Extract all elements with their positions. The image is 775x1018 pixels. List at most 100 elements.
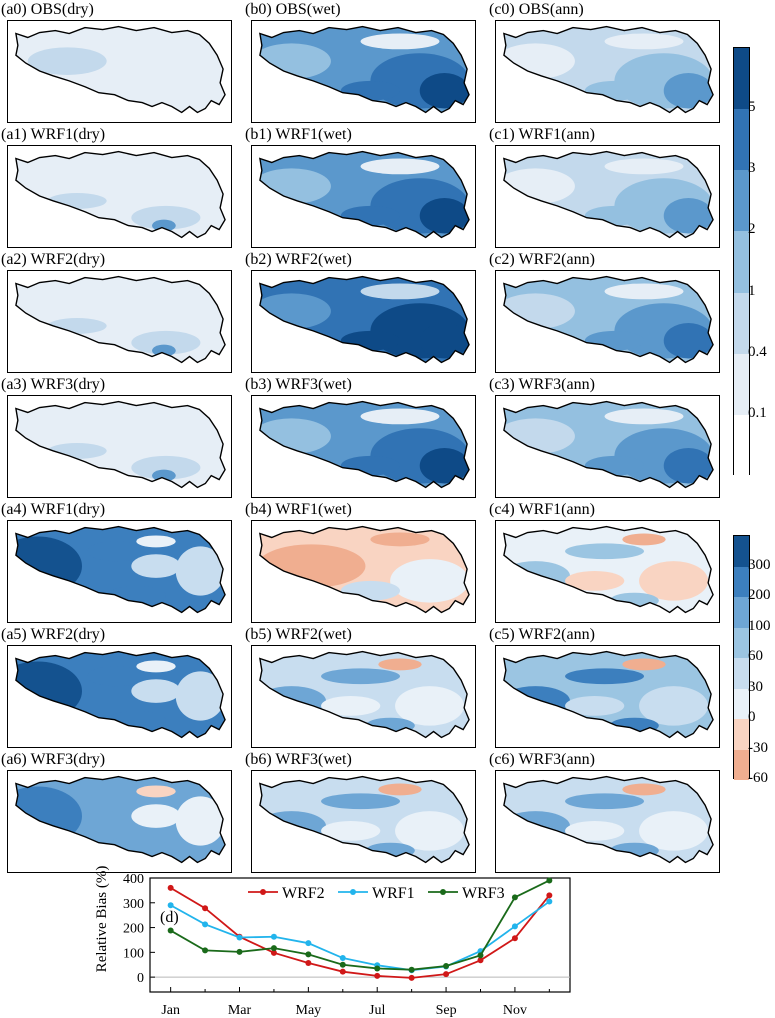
colorbar-segment	[734, 536, 749, 567]
data-point-wrf3	[408, 966, 415, 973]
data-point-wrf2	[546, 892, 553, 899]
data-point-wrf3	[305, 951, 312, 958]
colorbar-segment	[734, 597, 749, 628]
data-point-wrf3	[339, 961, 346, 968]
map-frame	[251, 770, 476, 873]
map-panel-title: (c0) OBS(ann)	[489, 1, 584, 18]
map-panel-title: (b0) OBS(wet)	[245, 1, 341, 18]
map-panel-title: (b2) WRF2(wet)	[245, 251, 352, 268]
map-frame	[495, 395, 720, 498]
map-panel: (b5) WRF2(wet)	[245, 627, 476, 750]
plateau-map	[259, 275, 470, 364]
map-frame	[495, 20, 720, 123]
map-panel-title: (a2) WRF2(dry)	[1, 251, 106, 268]
data-point-wrf2	[270, 949, 277, 956]
map-panel: (a3) WRF3(dry)	[1, 377, 232, 500]
map-panel-title: (b4) WRF1(wet)	[245, 501, 352, 518]
data-point-wrf3	[236, 948, 243, 955]
colorbar-segment	[734, 719, 749, 750]
map-frame	[7, 645, 232, 748]
x-tick-label: Nov	[503, 1003, 527, 1018]
map-panel: (a6) WRF3(dry)	[1, 752, 232, 875]
map-frame	[495, 520, 720, 623]
map-panel: (b6) WRF3(wet)	[245, 752, 476, 875]
map-panel-title: (a0) OBS(dry)	[1, 1, 94, 18]
map-panel-title: (b6) WRF3(wet)	[245, 751, 352, 768]
map-panel: (c5) WRF2(ann)	[489, 627, 720, 750]
data-point-wrf2	[305, 960, 312, 967]
colorbar-tick-label: 30	[748, 678, 763, 695]
map-frame	[7, 145, 232, 248]
data-point-wrf2	[477, 957, 484, 964]
map-panel: (b0) OBS(wet)	[245, 2, 476, 125]
data-point-wrf2	[511, 935, 518, 942]
plateau-map	[15, 400, 226, 489]
data-point-wrf1	[236, 934, 243, 941]
plateau-map	[259, 25, 470, 114]
colorbar-tick-label: 100	[748, 617, 771, 634]
colorbar-precipitation	[733, 47, 750, 476]
map-panel-title: (b1) WRF1(wet)	[245, 126, 352, 143]
map-frame	[495, 645, 720, 748]
legend-label: WRF2	[282, 885, 325, 902]
colorbar-tick-label: 3	[748, 160, 756, 177]
y-tick-label: 200	[123, 922, 144, 937]
plateau-map	[259, 775, 470, 864]
colorbar-segment	[734, 353, 749, 415]
map-panel: (b4) WRF1(wet)	[245, 502, 476, 625]
plateau-map	[15, 650, 226, 739]
plateau-map	[15, 525, 226, 614]
plateau-map	[259, 150, 470, 239]
map-panel: (c1) WRF1(ann)	[489, 127, 720, 250]
data-point-wrf3	[374, 965, 381, 972]
map-panel-title: (c5) WRF2(ann)	[489, 626, 595, 643]
data-point-wrf3	[443, 962, 450, 969]
map-frame	[495, 145, 720, 248]
data-point-wrf2	[202, 905, 209, 912]
colorbar-segment	[734, 566, 749, 597]
x-tick-label: Jan	[161, 1003, 180, 1018]
y-tick-label: 400	[123, 872, 144, 887]
colorbar-relative-bias	[733, 535, 750, 780]
data-point-wrf2	[408, 974, 415, 981]
plateau-map	[15, 150, 226, 239]
series-line-wrf2	[170, 887, 551, 979]
data-point-wrf3	[270, 945, 277, 952]
map-frame	[7, 770, 232, 873]
colorbar-segment	[734, 749, 749, 780]
colorbar-tick-label: 5	[748, 99, 756, 116]
map-panel: (c3) WRF3(ann)	[489, 377, 720, 500]
y-tick-label: 0	[137, 971, 144, 986]
map-panel: (a0) OBS(dry)	[1, 2, 232, 125]
colorbar-segment	[734, 658, 749, 689]
plateau-map	[259, 525, 470, 614]
data-point-wrf3	[167, 927, 174, 934]
colorbar-segment	[734, 231, 749, 293]
plateau-map	[503, 150, 714, 239]
x-tick-label: Jul	[369, 1003, 385, 1018]
data-point-wrf2	[443, 971, 450, 978]
data-point-wrf3	[546, 877, 553, 884]
data-point-wrf1	[305, 940, 312, 947]
map-panel-title: (c3) WRF3(ann)	[489, 376, 595, 393]
data-point-wrf3	[477, 952, 484, 959]
plateau-map	[503, 25, 714, 114]
colorbar-segment	[734, 170, 749, 232]
map-panel-title: (c4) WRF1(ann)	[489, 501, 595, 518]
map-panel: (a2) WRF2(dry)	[1, 252, 232, 375]
map-panel: (b1) WRF1(wet)	[245, 127, 476, 250]
x-tick-label: May	[296, 1003, 322, 1018]
colorbar-segment	[734, 48, 749, 110]
map-frame	[251, 20, 476, 123]
colorbar-tick-label: 0.4	[748, 343, 767, 360]
plateau-map	[15, 275, 226, 364]
map-frame	[495, 270, 720, 373]
data-point-wrf1	[270, 933, 277, 940]
colorbar-segment	[734, 292, 749, 354]
plateau-map	[259, 400, 470, 489]
colorbar-segment	[734, 627, 749, 658]
data-point-wrf2	[374, 972, 381, 979]
data-point-wrf1	[202, 921, 209, 928]
chart-y-axis-label: Relative Bias (%)	[94, 866, 110, 973]
colorbar-tick-label: -30	[748, 739, 768, 756]
